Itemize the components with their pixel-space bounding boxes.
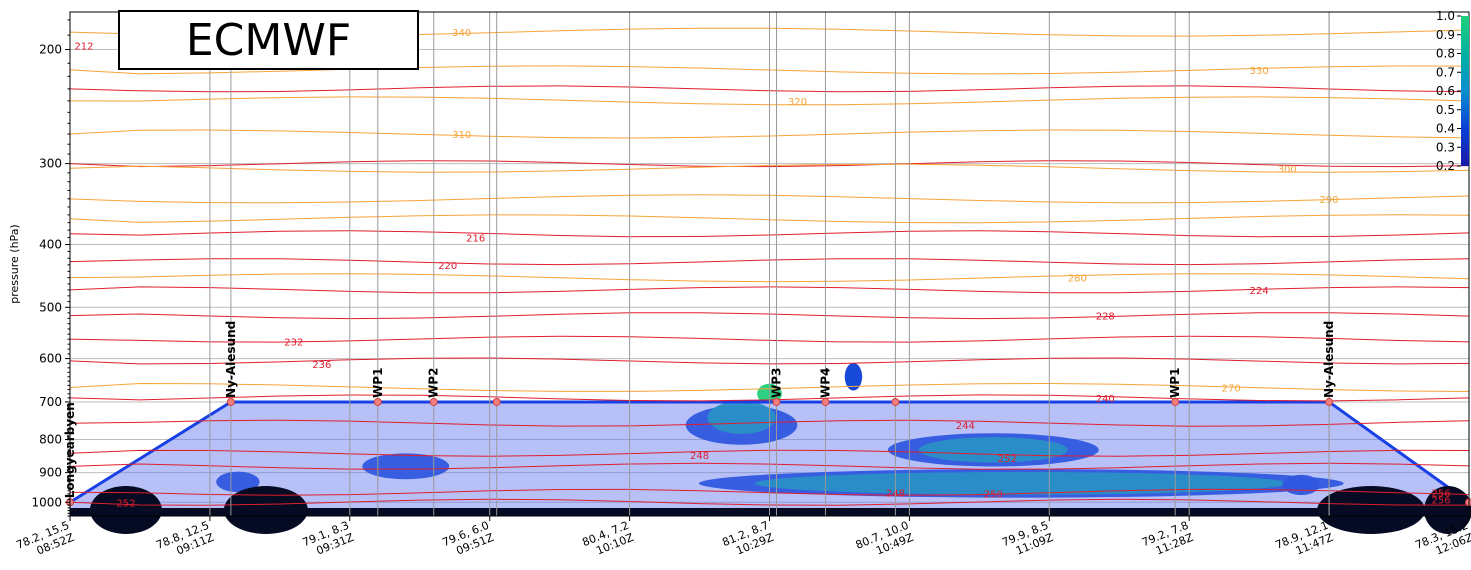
- x-tick-label: 80.7, 10.010:49Z: [854, 519, 916, 564]
- waypoint-label: WP4: [818, 368, 832, 398]
- waypoint-marker: [1466, 499, 1471, 506]
- waypoint-marker: [493, 398, 500, 405]
- x-tick-label: 78.8, 12.509:11Z: [154, 519, 216, 564]
- temperature-label: 220: [438, 261, 457, 272]
- chart-title: ECMWF: [118, 10, 419, 70]
- waypoint-marker: [822, 398, 829, 405]
- colorbar-tick-label: 1.0: [1436, 9, 1455, 23]
- waypoint-marker: [430, 398, 437, 405]
- colorbar-tick-label: 0.2: [1436, 159, 1455, 173]
- temperature-label: 212: [74, 41, 93, 52]
- colorbar-tick-label: 0.4: [1436, 122, 1455, 136]
- waypoint-marker: [892, 398, 899, 405]
- temperature-label: 252: [998, 454, 1017, 465]
- x-tick-label: 81.2, 8.710:29Z: [720, 519, 776, 562]
- colorbar-tick-label: 0.3: [1436, 140, 1455, 154]
- y-tick-label: 600: [39, 352, 62, 366]
- theta-label: 280: [1068, 274, 1087, 285]
- temperature-label: 228: [1096, 312, 1115, 323]
- waypoint-marker: [1172, 398, 1179, 405]
- theta-label: 320: [788, 97, 807, 108]
- y-tick-label: 800: [39, 433, 62, 447]
- waypoint-marker: [773, 398, 780, 405]
- colorbar-tick-label: 0.8: [1436, 47, 1455, 61]
- waypoint-label: WP2: [427, 368, 441, 398]
- temperature-label: 236: [312, 360, 331, 371]
- x-tick-label: 79.1, 8.309:31Z: [301, 519, 357, 562]
- waypoint-label: Ny-Alesund: [224, 321, 238, 398]
- temperature-label: 240: [1096, 394, 1115, 405]
- waypoint-marker: [227, 398, 234, 405]
- temperature-label: 232: [284, 338, 303, 349]
- y-tick-label: 200: [39, 43, 62, 57]
- terrain-mound: [224, 486, 308, 534]
- waypoint-label: WP3: [769, 368, 783, 398]
- colorbar-bar: [1461, 16, 1469, 166]
- waypoint-label: Ny-Alesund: [1322, 321, 1336, 398]
- temperature-label: 224: [1250, 286, 1269, 297]
- colorbar-tick-label: 0.9: [1436, 28, 1455, 42]
- x-tick-label: 78.9, 12.111:47Z: [1273, 519, 1335, 564]
- colorbar-tick-label: 0.7: [1436, 65, 1455, 79]
- y-tick-label: 500: [39, 300, 62, 314]
- theta-label: 270: [1222, 384, 1241, 395]
- waypoint-marker: [374, 398, 381, 405]
- x-tick-label: 80.4, 7.210:10Z: [580, 519, 636, 562]
- temperature-label: 244: [956, 421, 975, 432]
- y-tick-label: 1000: [31, 495, 62, 509]
- temperature-label: 216: [466, 233, 485, 244]
- y-axis: 200 300 400 500 600 700 800 900 1000 pressure (hP…: [8, 20, 70, 516]
- temperature-label: 250: [984, 490, 1003, 501]
- colorbar: 1.0 0.9 0.8 0.7 0.6 0.5 0.4 0.3 0.2: [1436, 9, 1469, 173]
- waypoint-label: WP1: [1168, 368, 1182, 398]
- waypoint-marker: [1326, 398, 1333, 405]
- colorbar-tick-label: 0.5: [1436, 103, 1455, 117]
- x-tick-label: 78.2, 15.508:52Z: [14, 519, 76, 564]
- theta-label: 300: [1278, 164, 1297, 175]
- x-tick-label: 79.9, 8.511:09Z: [1000, 519, 1056, 562]
- temperature-label: 252: [116, 498, 135, 509]
- y-tick-label: 400: [39, 238, 62, 252]
- x-tick-label: 79.2, 7.811:28Z: [1140, 519, 1196, 562]
- theta-label: 330: [1250, 66, 1269, 77]
- x-tick-label: 79.6, 6.009:51Z: [441, 519, 497, 562]
- y-tick-label: 700: [39, 395, 62, 409]
- y-tick-label: 900: [39, 466, 62, 480]
- y-tick-label: 300: [39, 157, 62, 171]
- theta-label: 340: [452, 28, 471, 39]
- temperature-label: 248: [690, 451, 709, 462]
- waypoint-label: WP1: [371, 368, 385, 398]
- temperature-label: 256: [1431, 495, 1450, 506]
- colorbar-tick-label: 0.6: [1436, 84, 1455, 98]
- theta-label: 310: [452, 130, 471, 141]
- y-axis-label: pressure (hPa): [8, 224, 21, 303]
